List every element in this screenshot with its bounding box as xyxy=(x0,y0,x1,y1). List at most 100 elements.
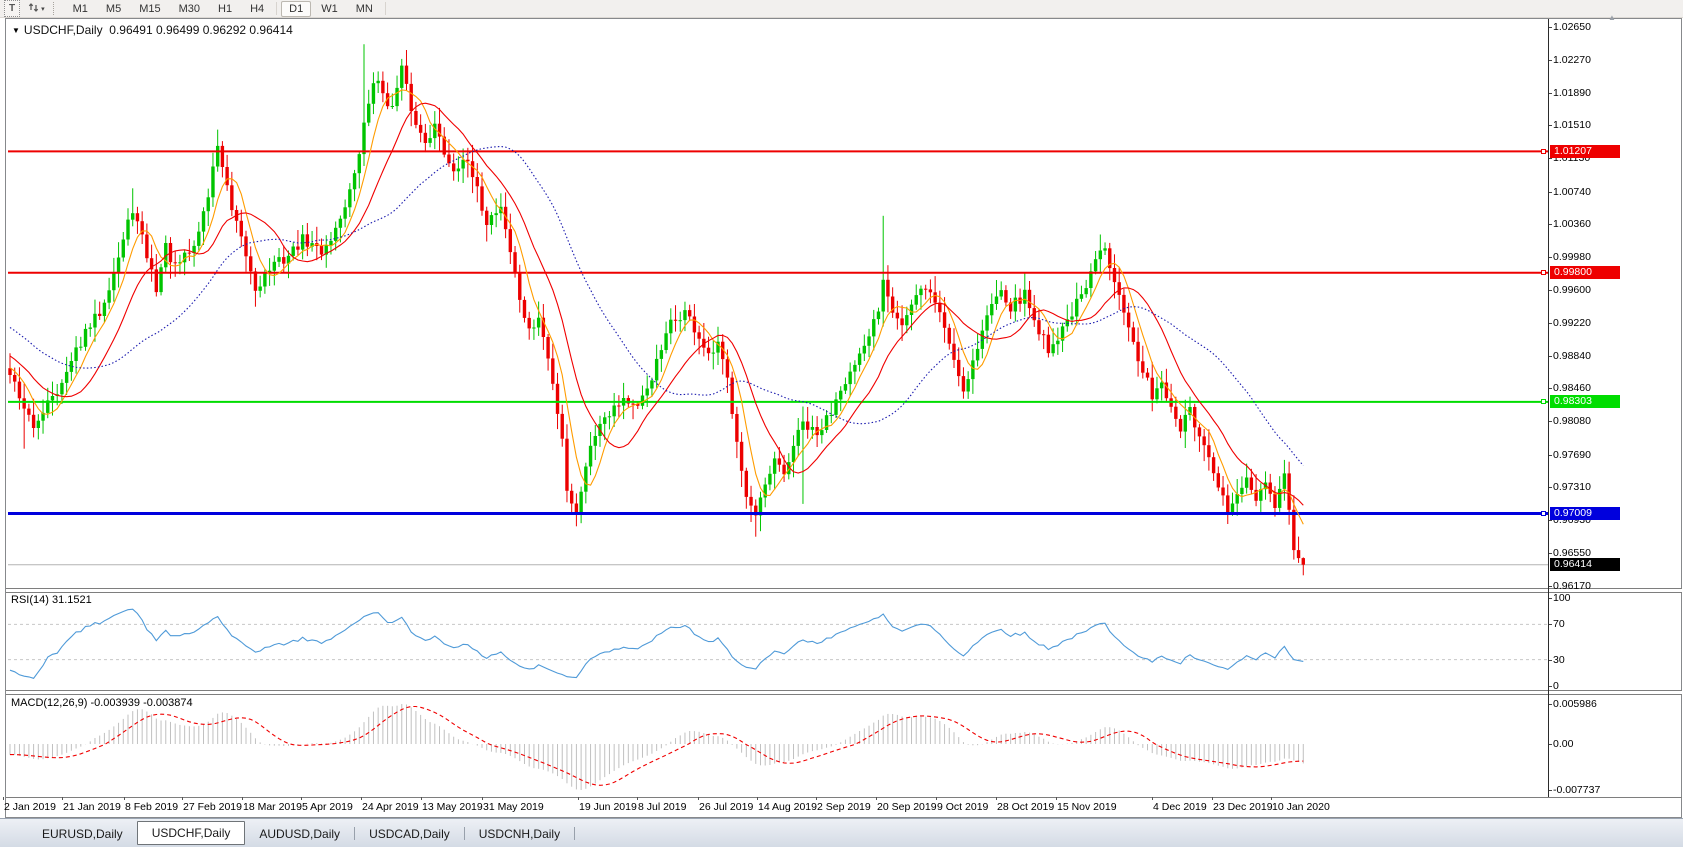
tab-usdcnh-daily[interactable]: USDCNH,Daily xyxy=(478,827,561,841)
date-tick xyxy=(421,797,422,800)
price-tick xyxy=(1549,60,1552,61)
price-tick xyxy=(1549,93,1552,94)
date-tick xyxy=(757,797,758,800)
price-tick xyxy=(1549,553,1552,554)
tab-eurusd-daily[interactable]: EURUSD,Daily xyxy=(42,827,123,841)
rsi-tick xyxy=(1549,598,1552,599)
macd-tick xyxy=(1549,790,1552,791)
text-tool-button[interactable]: T xyxy=(4,0,21,17)
timeframe-button-mn[interactable]: MN xyxy=(355,2,373,15)
date-tick xyxy=(698,797,699,800)
price-tick-label: 0.99220 xyxy=(1553,317,1591,329)
line-end-marker[interactable] xyxy=(1541,399,1546,404)
scroll-up-arrow-icon[interactable]: ▲ xyxy=(1608,13,1616,22)
tab-separator xyxy=(354,827,356,840)
timeframe-button-d1[interactable]: D1 xyxy=(281,0,312,17)
date-tick xyxy=(637,797,638,800)
date-tick-label: 9 Oct 2019 xyxy=(937,801,989,813)
price-tick xyxy=(1549,158,1552,159)
price-chart-canvas[interactable] xyxy=(8,20,1548,589)
price-tick-label: 0.98080 xyxy=(1553,415,1591,427)
date-tick-label: 31 May 2019 xyxy=(483,801,544,813)
rsi-tick-label: 70 xyxy=(1553,618,1565,630)
date-tick xyxy=(124,797,125,800)
timeframe-button-h1[interactable]: H1 xyxy=(218,2,233,15)
price-tick-label: 1.01890 xyxy=(1553,87,1591,99)
date-tick xyxy=(816,797,817,800)
timeframe-button-m5[interactable]: M5 xyxy=(105,2,122,15)
toolbar-separator xyxy=(384,2,386,15)
price-tick xyxy=(1549,421,1552,422)
macd-chart-canvas[interactable] xyxy=(8,695,1548,796)
date-tick-label: 14 Aug 2019 xyxy=(758,801,817,813)
sort-arrows-button[interactable]: ▾ xyxy=(24,1,49,16)
price-tick-label: 0.97310 xyxy=(1553,481,1591,493)
date-tick-label: 19 Jun 2019 xyxy=(579,801,637,813)
date-tick-label: 5 Apr 2019 xyxy=(302,801,353,813)
price-tick-label: 0.99980 xyxy=(1553,251,1591,263)
tab-audusd-daily[interactable]: AUDUSD,Daily xyxy=(259,827,341,841)
chart-title: ▼ USDCHF,Daily 0.96491 0.96499 0.96292 0.… xyxy=(12,23,293,37)
rsi-tick xyxy=(1549,624,1552,625)
price-line-label: 0.98303 xyxy=(1550,395,1620,408)
chevron-down-icon: ▼ xyxy=(12,26,20,35)
price-tick xyxy=(1549,27,1552,28)
price-tick xyxy=(1549,388,1552,389)
chart-tab-bar: EURUSD,Daily USDCHF,Daily AUDUSD,Daily USDC… xyxy=(0,818,1683,847)
date-tick-label: 23 Dec 2019 xyxy=(1213,801,1273,813)
chart-title-ohlc: 0.96491 0.96499 0.96292 0.96414 xyxy=(109,23,293,37)
line-end-marker[interactable] xyxy=(1541,149,1546,154)
date-tick-label: 28 Oct 2019 xyxy=(997,801,1055,813)
date-tick-label: 8 Feb 2019 xyxy=(125,801,179,813)
date-tick-label: 15 Nov 2019 xyxy=(1057,801,1117,813)
timeframe-button-m15[interactable]: M15 xyxy=(139,2,161,15)
price-line-label: 0.96414 xyxy=(1550,558,1620,571)
date-tick-label: 4 Dec 2019 xyxy=(1153,801,1207,813)
timeframe-button-m30[interactable]: M30 xyxy=(178,2,200,15)
timeframe-button-m1[interactable]: M1 xyxy=(72,2,88,15)
date-tick xyxy=(361,797,362,800)
date-tick xyxy=(242,797,243,800)
date-tick-label: 24 Apr 2019 xyxy=(362,801,419,813)
date-tick-label: 2 Sep 2019 xyxy=(817,801,871,813)
price-tick xyxy=(1549,192,1552,193)
price-tick xyxy=(1549,455,1552,456)
date-tick xyxy=(996,797,997,800)
macd-tick-label: 0.005986 xyxy=(1553,698,1597,710)
date-tick xyxy=(1056,797,1057,800)
date-tick-label: 27 Feb 2019 xyxy=(183,801,242,813)
timeframe-button-w1[interactable]: W1 xyxy=(321,2,338,15)
timeframe-button-h4[interactable]: H4 xyxy=(250,2,265,15)
date-tick xyxy=(3,797,4,800)
date-tick xyxy=(1271,797,1272,800)
price-line-label: 1.01207 xyxy=(1550,145,1620,158)
pane-splitter-2[interactable] xyxy=(6,690,1682,695)
line-end-marker[interactable] xyxy=(1541,511,1546,516)
line-end-marker[interactable] xyxy=(1541,270,1546,275)
macd-tick-label: 0.00 xyxy=(1553,738,1574,750)
tab-separator xyxy=(463,827,465,840)
tab-usdchf-daily[interactable]: USDCHF,Daily xyxy=(136,821,246,845)
date-tick-label: 10 Jan 2020 xyxy=(1272,801,1330,813)
date-tick xyxy=(876,797,877,800)
date-tick-label: 20 Sep 2019 xyxy=(877,801,937,813)
price-tick xyxy=(1549,356,1552,357)
toolbar: T ▾ M1 M5 M15 M30 H1 H4 D1 W1 MN xyxy=(0,0,1683,18)
date-tick-label: 26 Jul 2019 xyxy=(699,801,754,813)
toolbar-separator xyxy=(276,2,278,15)
rsi-chart-canvas[interactable] xyxy=(8,593,1548,690)
price-tick-label: 0.99600 xyxy=(1553,284,1591,296)
price-tick-label: 1.00360 xyxy=(1553,218,1591,230)
price-tick xyxy=(1549,323,1552,324)
macd-tick-label: -0.007737 xyxy=(1553,784,1601,796)
rsi-tick xyxy=(1549,660,1552,661)
toolbar-grip[interactable] xyxy=(52,2,58,15)
price-tick xyxy=(1549,487,1552,488)
price-tick xyxy=(1549,290,1552,291)
macd-tick xyxy=(1549,744,1552,745)
pane-splitter-1[interactable] xyxy=(6,588,1682,593)
tab-usdcad-daily[interactable]: USDCAD,Daily xyxy=(369,827,450,841)
rsi-tick-label: 0 xyxy=(1553,680,1559,692)
price-tick-label: 0.96550 xyxy=(1553,547,1591,559)
